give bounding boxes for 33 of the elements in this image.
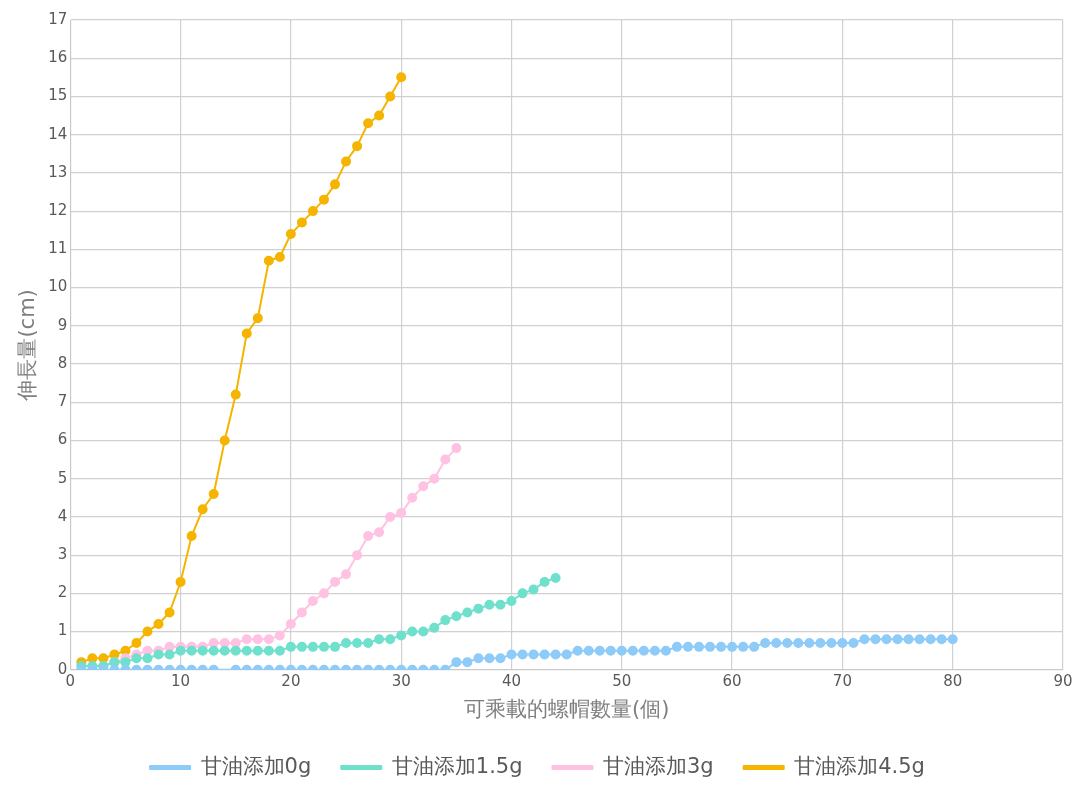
legend-label: 甘油添加0g [200, 753, 312, 778]
legend-label: 甘油添加4.5g [794, 753, 925, 778]
y-tick-label: 7 [57, 392, 68, 411]
y-tick-label: 5 [57, 468, 68, 487]
x-tick-label: 80 [943, 671, 963, 690]
legend-label: 甘油添加3g [603, 753, 714, 778]
x-tick-label: 60 [722, 671, 742, 690]
legend-label: 甘油添加1.5g [391, 753, 523, 778]
y-axis-title: 伸長量(cm) [15, 289, 40, 402]
y-tick-label: 10 [48, 277, 68, 296]
y-tick-label: 0 [57, 659, 68, 678]
x-tick-label: 10 [171, 671, 191, 690]
x-tick-label: 90 [1053, 671, 1073, 690]
x-tick-label: 40 [501, 671, 522, 690]
y-tick-label: 6 [57, 430, 68, 449]
y-tick-label: 17 [48, 9, 68, 28]
y-tick-label: 16 [48, 48, 68, 67]
y-tick-label: 3 [57, 545, 68, 564]
y-tick-label: 15 [48, 86, 68, 105]
y-tick-label: 2 [57, 583, 68, 602]
x-axis-title: 可乘載的螺帽數量(個) [463, 696, 670, 721]
y-tick-label: 12 [48, 201, 68, 220]
y-tick-label: 9 [57, 315, 68, 334]
x-tick-label: 70 [832, 671, 852, 690]
x-tick-label: 50 [612, 671, 632, 690]
y-tick-label: 14 [48, 124, 68, 143]
y-tick-label: 11 [48, 239, 68, 258]
y-tick-label: 1 [57, 621, 68, 640]
x-tick-label: 20 [281, 671, 301, 690]
y-tick-label: 8 [57, 353, 68, 372]
y-tick-label: 13 [48, 162, 68, 181]
x-tick-label: 30 [391, 671, 411, 690]
y-tick-label: 4 [57, 506, 68, 525]
